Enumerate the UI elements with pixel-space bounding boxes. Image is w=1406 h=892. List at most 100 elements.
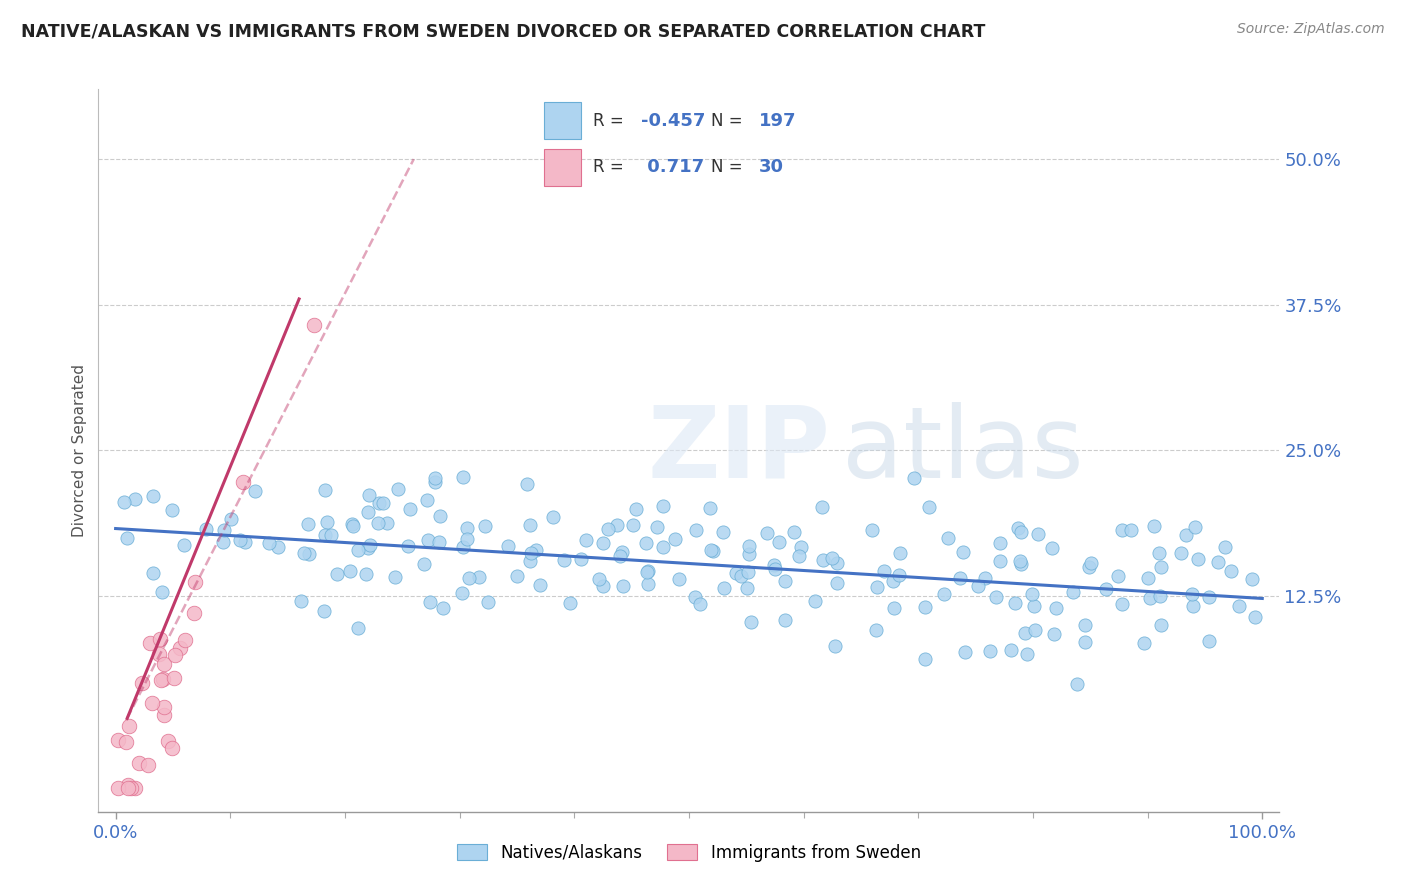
Point (148, 647, 170, 661)
Point (153, 708, 176, 723)
Point (165, 648, 187, 663)
Point (1170, 546, 1192, 560)
Point (152, 673, 174, 687)
Point (606, 518, 628, 533)
Point (966, 579, 988, 593)
Point (700, 543, 723, 558)
Point (357, 541, 380, 555)
Point (340, 516, 363, 531)
Point (1010, 554, 1032, 568)
Text: 30: 30 (759, 158, 785, 176)
Point (1244, 610, 1267, 624)
Point (267, 540, 290, 554)
Point (1095, 582, 1118, 597)
Point (173, 538, 195, 552)
Point (984, 590, 1007, 604)
Point (450, 586, 472, 600)
Point (645, 520, 668, 534)
Point (889, 546, 911, 560)
Point (131, 676, 153, 690)
Point (1136, 571, 1159, 585)
Point (316, 515, 339, 529)
Point (163, 671, 186, 685)
Point (195, 522, 218, 536)
Point (651, 540, 673, 554)
Point (1000, 643, 1022, 657)
Point (974, 571, 997, 585)
Point (141, 696, 163, 710)
Point (367, 496, 389, 510)
Point (425, 471, 447, 485)
Point (988, 554, 1011, 568)
Point (636, 565, 658, 579)
Point (457, 571, 479, 585)
Point (1119, 523, 1142, 537)
Point (825, 556, 848, 570)
Y-axis label: Divorced or Separated: Divorced or Separated (72, 364, 87, 537)
Point (429, 534, 451, 549)
Point (150, 673, 173, 687)
Point (529, 578, 551, 592)
Point (866, 580, 889, 594)
Point (1139, 591, 1161, 605)
Point (157, 734, 180, 748)
Point (183, 606, 205, 620)
Point (730, 569, 752, 583)
Point (314, 483, 336, 497)
Point (1074, 618, 1097, 632)
Point (451, 541, 474, 555)
Point (477, 595, 499, 609)
Point (367, 516, 389, 530)
Point (689, 597, 711, 611)
Point (637, 577, 659, 591)
Point (314, 527, 336, 541)
Point (882, 574, 904, 588)
Point (419, 595, 441, 609)
Point (347, 542, 370, 557)
Point (724, 566, 747, 580)
Point (873, 564, 896, 578)
Point (1024, 599, 1046, 613)
Point (1024, 623, 1046, 637)
Point (1080, 556, 1102, 570)
Point (1043, 627, 1066, 641)
Point (883, 601, 905, 615)
Point (1181, 599, 1204, 614)
Point (1045, 601, 1067, 615)
Point (423, 475, 446, 490)
Point (592, 578, 614, 592)
Point (610, 544, 633, 558)
Point (233, 535, 256, 549)
Point (621, 517, 644, 532)
Point (149, 632, 172, 646)
Point (342, 519, 364, 533)
Point (738, 547, 761, 561)
Point (243, 484, 266, 499)
Point (1010, 524, 1032, 539)
Point (456, 520, 478, 534)
Point (652, 500, 675, 514)
Point (124, 492, 146, 507)
Point (813, 553, 835, 567)
Point (1111, 523, 1133, 537)
Point (160, 741, 183, 756)
Text: R =: R = (593, 112, 624, 130)
Point (142, 566, 165, 580)
Point (949, 571, 972, 585)
Point (1150, 618, 1173, 632)
Point (474, 519, 496, 533)
Point (498, 540, 520, 554)
Point (120, 781, 142, 796)
Point (387, 482, 409, 496)
Point (139, 636, 162, 650)
Point (519, 518, 541, 533)
Point (115, 735, 138, 749)
Point (468, 569, 491, 583)
Point (773, 613, 796, 627)
Point (887, 568, 910, 582)
Point (396, 539, 419, 553)
Point (1062, 585, 1084, 599)
Point (821, 551, 844, 566)
Point (763, 558, 786, 573)
Point (219, 512, 242, 526)
